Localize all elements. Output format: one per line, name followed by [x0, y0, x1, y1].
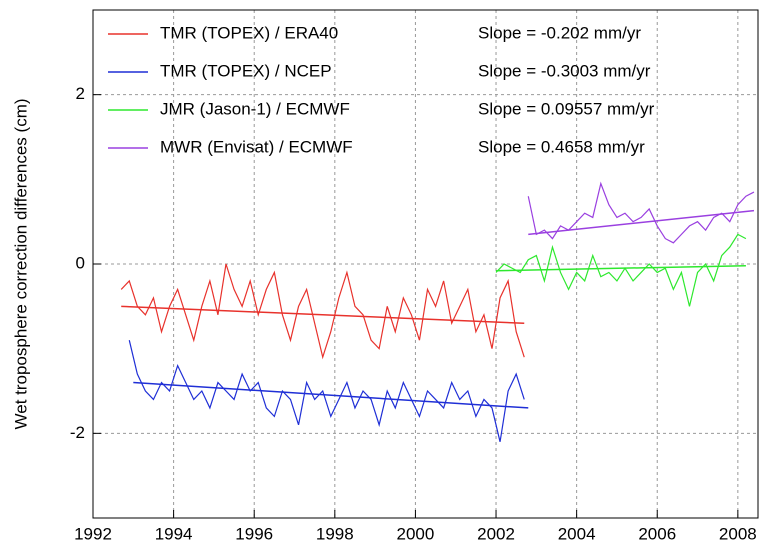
x-tick-label: 2000: [397, 524, 435, 543]
y-tick-label: 0: [76, 253, 85, 272]
legend-label: TMR (TOPEX) / ERA40: [160, 23, 338, 42]
trend-line: [121, 305, 525, 325]
x-tick-label: 2006: [638, 524, 676, 543]
trend-line: [496, 264, 746, 272]
slope-annotation: Slope = -0.3003 mm/yr: [478, 61, 651, 80]
data-line: [128, 340, 525, 442]
legend-label: TMR (TOPEX) / NCEP: [160, 61, 332, 80]
legend-label: MWR (Envisat) / ECMWF: [160, 137, 353, 156]
plot-frame: [92, 9, 759, 519]
x-tick-label: 2002: [477, 524, 515, 543]
x-tick-label: 2004: [558, 524, 596, 543]
x-tick-label: 1996: [235, 524, 273, 543]
trend-line: [528, 209, 755, 236]
y-tick-label: -2: [70, 423, 85, 442]
slope-annotation: Slope = 0.09557 mm/yr: [478, 99, 655, 118]
data-line: [527, 181, 755, 244]
x-tick-label: 1998: [316, 524, 354, 543]
slope-annotation: Slope = -0.202 mm/yr: [478, 23, 641, 42]
legend-label: JMR (Jason-1) / ECMWF: [160, 99, 350, 118]
data-line: [120, 263, 525, 360]
y-axis-label: Wet troposphere correction differences (…: [11, 98, 30, 429]
x-tick-label: 1994: [155, 524, 193, 543]
y-tick-label: 2: [76, 84, 85, 103]
x-tick-label: 2008: [719, 524, 757, 543]
trend-line: [133, 381, 529, 409]
x-tick-label: 1992: [74, 524, 112, 543]
data-line: [495, 233, 747, 307]
slope-annotation: Slope = 0.4658 mm/yr: [478, 137, 645, 156]
